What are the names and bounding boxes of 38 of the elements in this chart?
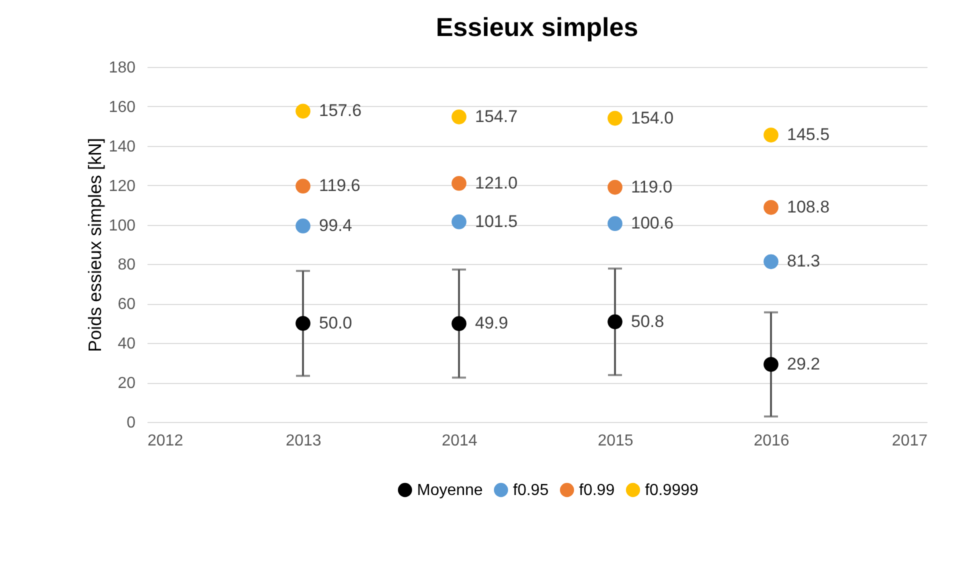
x-tick-label: 2012 (148, 432, 184, 450)
data-label: 157.6 (319, 101, 362, 120)
data-label: 154.7 (475, 106, 518, 126)
data-label: 49.9 (475, 314, 508, 333)
y-tick-label: 100 (108, 217, 136, 234)
data-label: 145.5 (787, 125, 830, 144)
x-tick-label: 2015 (598, 432, 634, 450)
data-label: 154.0 (631, 108, 674, 128)
data-label: 119.0 (631, 177, 672, 196)
data-label: 119.6 (319, 176, 360, 196)
data-label: 50.0 (319, 313, 352, 332)
data-label: 100.6 (631, 214, 674, 233)
data-label: 29.2 (787, 354, 820, 374)
y-tick-label: 160 (108, 98, 136, 116)
x-tick-label: 2014 (442, 432, 478, 450)
y-tick-label: 180 (108, 60, 136, 76)
y-tick-label: 0 (126, 414, 136, 432)
data-label: 50.8 (631, 312, 664, 331)
data-label: 121.0 (475, 173, 518, 192)
y-tick-label: 20 (118, 375, 136, 392)
legend-label: f0.9999 (645, 482, 698, 499)
x-tick-label: 2013 (286, 432, 322, 450)
data-label: 81.3 (787, 252, 820, 271)
data-label: 99.4 (319, 216, 352, 235)
legend-label: f0.99 (579, 482, 615, 499)
chart-title: Essieux simples (436, 12, 638, 42)
y-tick-label: 40 (118, 336, 136, 353)
y-tick-label: 140 (108, 138, 136, 156)
y-tick-label: 80 (118, 256, 136, 274)
y-axis-title: Poids essieux simples [kN] (84, 138, 105, 352)
y-tick-label: 60 (118, 296, 136, 314)
x-tick-label: 2016 (754, 432, 790, 450)
x-tick-label: 2017 (892, 432, 928, 450)
data-label: 101.5 (475, 212, 518, 231)
legend-label: Moyenne (417, 482, 483, 499)
legend-label: f0.95 (513, 482, 549, 499)
data-label: 108.8 (787, 197, 830, 216)
y-tick-label: 120 (108, 178, 136, 195)
